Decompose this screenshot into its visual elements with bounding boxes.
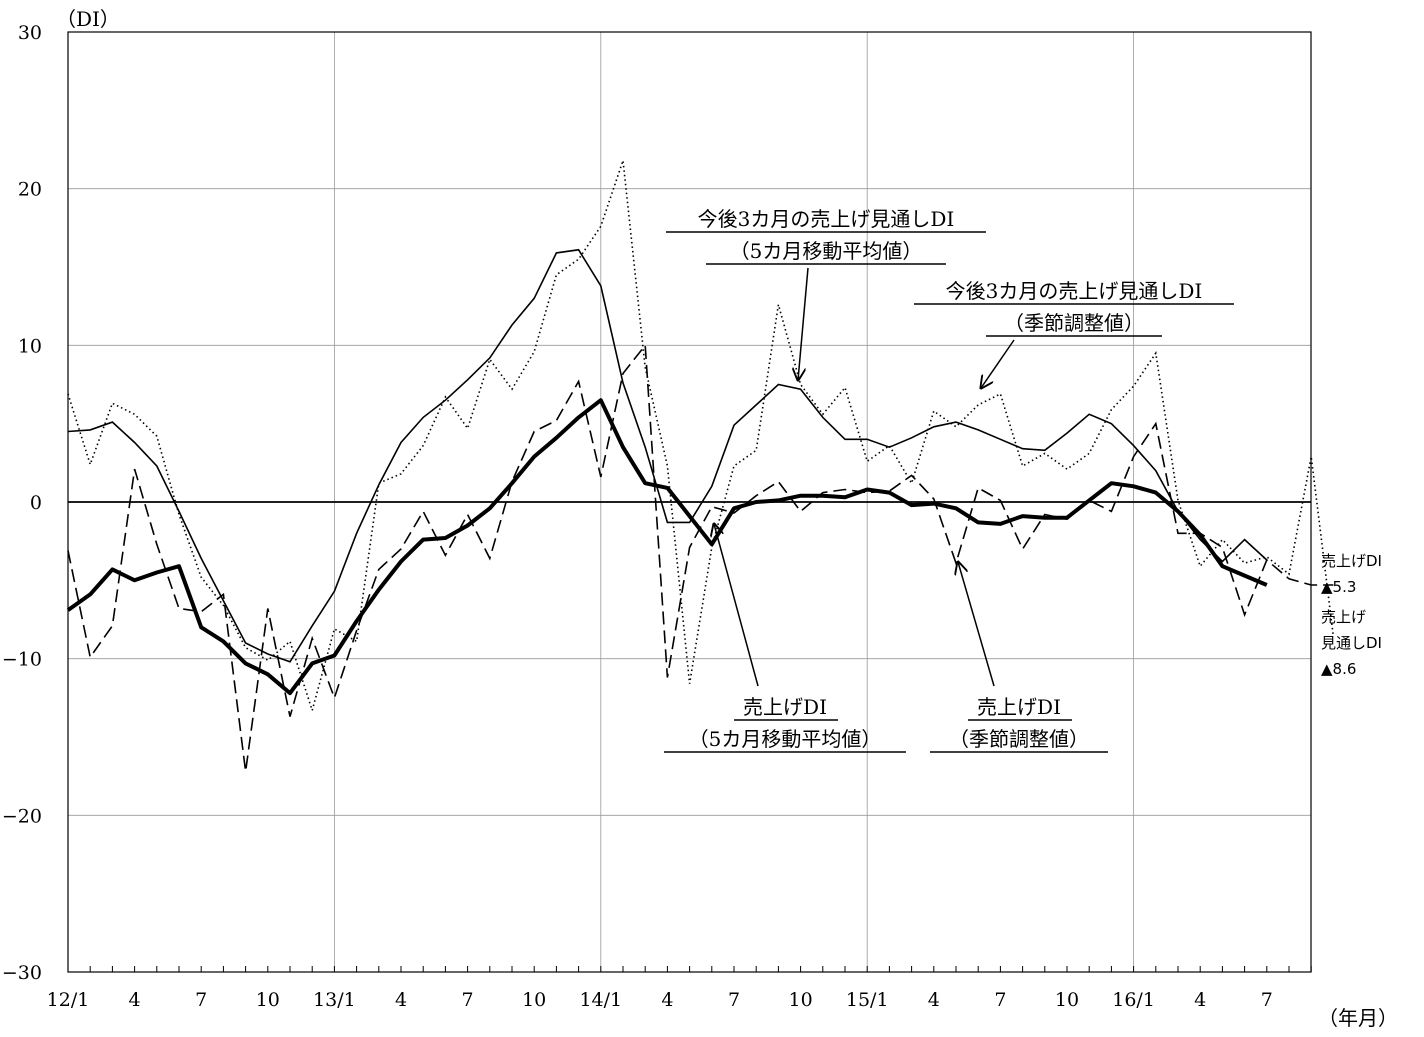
- annotation-outlook-ma-line2: （5カ月移動平均値）: [730, 239, 923, 263]
- x-tick-label: 4: [1194, 989, 1206, 1011]
- x-tick-label: 4: [395, 989, 407, 1011]
- y-unit-label: （DI）: [56, 7, 120, 31]
- x-tick-label: 7: [1261, 989, 1273, 1011]
- annotation-arrow: [798, 268, 808, 380]
- y-tick-label: 20: [18, 179, 42, 201]
- y-tick-label: 0: [30, 492, 42, 514]
- x-tick-label: 4: [129, 989, 141, 1011]
- x-tick-label: 7: [994, 989, 1006, 1011]
- annotation-outlook-sa-line1: 今後3カ月の売上げ見通しDI: [946, 279, 1203, 303]
- annotation-sales-ma-line1: 売上げDI: [743, 695, 827, 719]
- annotation-outlook-ma: 今後3カ月の売上げ見通しDI （5カ月移動平均値）: [666, 207, 986, 380]
- annotation-outlook-sa: 今後3カ月の売上げ見通しDI （季節調整値）: [914, 279, 1234, 388]
- x-tick-label: 10: [789, 989, 813, 1011]
- y-tick-label: −20: [2, 805, 42, 827]
- y-tick-label: −10: [2, 649, 42, 671]
- x-tick-label: 15/1: [846, 989, 889, 1011]
- end-label-outlook-value: ▲8.6: [1321, 660, 1356, 678]
- annotation-outlook-ma-line1: 今後3カ月の売上げ見通しDI: [698, 207, 955, 231]
- annotation-outlook-sa-line2: （季節調整値）: [1004, 311, 1144, 335]
- x-tick-label: 4: [661, 989, 673, 1011]
- x-tick-label: 14/1: [579, 989, 622, 1011]
- annotation-sales-sa-line1: 売上げDI: [977, 695, 1061, 719]
- series-lines: [68, 161, 1333, 772]
- x-tick-label: 16/1: [1112, 989, 1155, 1011]
- annotation-arrow: [981, 340, 1014, 388]
- end-label-sales-title: 売上げDI: [1321, 552, 1382, 570]
- end-label-sales-value: ▲5.3: [1321, 578, 1356, 596]
- annotation-sales-ma: 売上げDI （5カ月移動平均値）: [664, 524, 906, 752]
- end-label-outlook-title-2: 見通しDI: [1321, 634, 1382, 652]
- series-line-sales-ma: [68, 400, 1267, 693]
- annotation-sales-ma-line2: （5カ月移動平均値）: [689, 727, 882, 751]
- x-tick-label: 10: [1055, 989, 1079, 1011]
- end-label-outlook-title-1: 売上げ: [1321, 608, 1366, 626]
- x-tick-label: 7: [462, 989, 474, 1011]
- annotation-arrow: [958, 562, 994, 686]
- x-tick-label: 10: [522, 989, 546, 1011]
- x-tick-label: 13/1: [313, 989, 356, 1011]
- x-tick-label: 7: [728, 989, 740, 1011]
- y-tick-label: 30: [18, 22, 42, 44]
- x-tick-label: 10: [256, 989, 280, 1011]
- x-tick-label: 7: [195, 989, 207, 1011]
- annotation-arrow: [714, 524, 758, 686]
- y-tick-label: 10: [18, 335, 42, 357]
- x-unit-label: （年月）: [1318, 1006, 1398, 1030]
- y-tick-label: −30: [2, 962, 42, 984]
- series-line-outlook-sa: [68, 161, 1333, 711]
- annotation-sales-sa-line2: （季節調整値）: [949, 727, 1089, 751]
- x-tick-label: 12/1: [47, 989, 90, 1011]
- end-labels: 売上げDI ▲5.3 売上げ 見通しDI ▲8.6: [1321, 552, 1382, 678]
- x-tick-label: 4: [928, 989, 940, 1011]
- annotation-sales-sa: 売上げDI （季節調整値）: [930, 562, 1108, 752]
- series-line-sales-sa: [68, 345, 1333, 771]
